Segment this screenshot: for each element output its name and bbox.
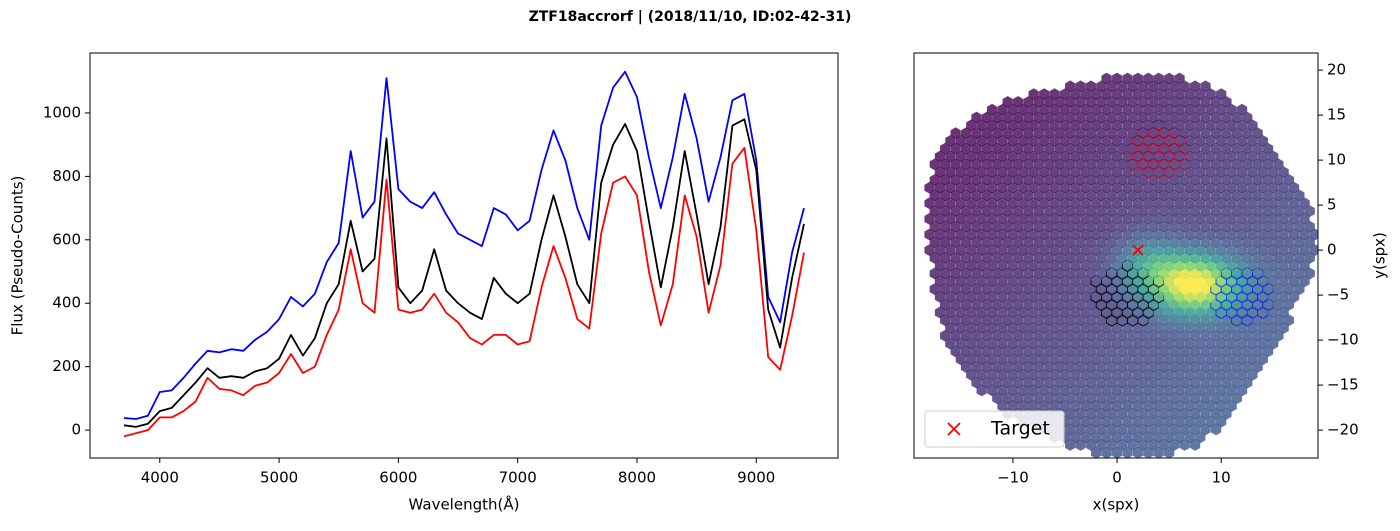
y-tick-label: −15 [1327, 376, 1359, 394]
y-tick-label: −10 [1327, 331, 1359, 349]
spaxel [1028, 87, 1040, 101]
spaxel [1153, 72, 1165, 85]
x-tick-label: 9000 [737, 469, 775, 487]
spaxel-map [924, 72, 1318, 458]
y-tick-label: 600 [52, 230, 81, 248]
spectrum-line [123, 118, 805, 428]
legend-box [924, 410, 1065, 448]
spaxel [1174, 72, 1185, 85]
spaxel [1163, 72, 1175, 85]
plot-frame [89, 52, 839, 459]
y-tick-label: 20 [1327, 61, 1346, 79]
y-axis-label: y(spx) [1371, 232, 1389, 279]
y-tick-label: −5 [1327, 286, 1349, 304]
y-tick-label: 400 [52, 294, 81, 312]
x-tick-label: −10 [997, 469, 1029, 487]
spaxel [1075, 80, 1087, 93]
spaxel [1085, 80, 1097, 93]
spaxel [1122, 72, 1133, 85]
y-tick-label: 0 [71, 421, 81, 439]
spaxel [1049, 87, 1061, 101]
legend-marker [947, 422, 961, 436]
plot-frame [913, 52, 1319, 459]
y-tick-label: 800 [52, 167, 81, 185]
x-axis-label: Wavelength(Å) [409, 495, 520, 514]
y-tick-label: 0 [1327, 241, 1337, 259]
x-tick-label: 5000 [260, 469, 298, 487]
x-tick-label: 4000 [141, 469, 179, 487]
spaxel [986, 103, 998, 117]
y-tick-label: 10 [1327, 151, 1346, 169]
spaxel [971, 111, 982, 124]
legend-label: Target [990, 418, 1050, 440]
spectrum-line [123, 146, 805, 438]
spaxel [1038, 87, 1050, 101]
spaxel [1142, 72, 1154, 85]
spaxel [1002, 95, 1014, 109]
y-axis-label: Flux (Pseudo-Counts) [9, 176, 27, 336]
y-tick-label: 5 [1327, 196, 1337, 214]
x-axis-label: x(spx) [1093, 496, 1140, 514]
x-tick-label: 6000 [379, 469, 417, 487]
x-tick-label: 8000 [618, 469, 656, 487]
y-tick-label: 200 [52, 357, 81, 375]
spaxel [1132, 72, 1144, 85]
spaxel [950, 126, 962, 140]
x-tick-label: 7000 [499, 469, 537, 487]
spaxel [1111, 72, 1123, 85]
y-tick-label: 15 [1327, 106, 1346, 124]
spaxel [1064, 80, 1076, 93]
y-tick-label: −20 [1327, 421, 1359, 439]
x-tick-label: 0 [1112, 469, 1122, 487]
spaxel [1101, 72, 1113, 85]
spectrum-line [123, 70, 805, 420]
spaxel [1200, 80, 1211, 93]
spaxel [1189, 80, 1201, 93]
y-tick-label: 1000 [43, 103, 81, 121]
spaxel [1012, 95, 1024, 109]
figure-title: ZTF18accrorf | (2018/11/10, ID:02-42-31) [529, 9, 852, 25]
x-tick-label: 10 [1212, 469, 1231, 487]
spaxel [1236, 103, 1248, 117]
target-marker [1132, 244, 1144, 256]
spaxel [1215, 87, 1227, 101]
